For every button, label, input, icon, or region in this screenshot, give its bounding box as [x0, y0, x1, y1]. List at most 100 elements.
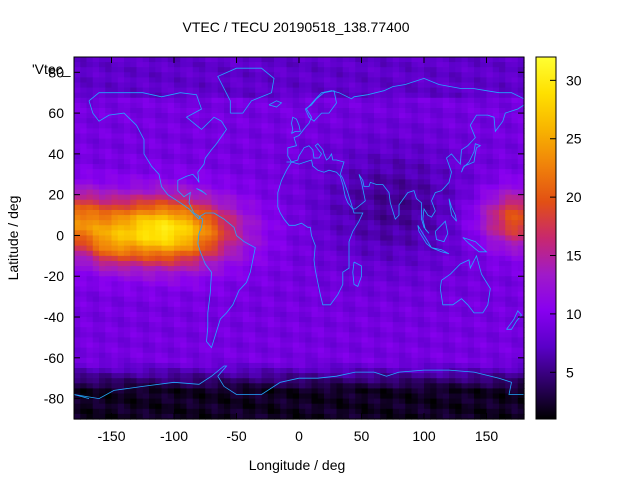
heatmap-cell	[511, 311, 519, 318]
heatmap-cell	[517, 123, 525, 129]
heatmap-cell	[155, 281, 163, 288]
heatmap-cell	[230, 296, 238, 303]
heatmap-cell	[130, 342, 138, 349]
heatmap-cell	[117, 398, 125, 405]
heatmap-cell	[342, 317, 350, 323]
heatmap-cell	[249, 286, 256, 293]
heatmap-cell	[117, 194, 125, 201]
heatmap-cell	[242, 368, 250, 374]
heatmap-cell	[186, 271, 194, 277]
heatmap-cell	[286, 291, 294, 298]
heatmap-cell	[442, 332, 450, 339]
heatmap-cell	[499, 306, 506, 313]
heatmap-cell	[336, 368, 344, 374]
heatmap-cell	[436, 266, 444, 272]
heatmap-cell	[330, 148, 338, 155]
heatmap-cell	[224, 317, 231, 323]
heatmap-cell	[374, 383, 381, 390]
heatmap-cell	[267, 337, 275, 344]
heatmap-cell	[405, 255, 413, 262]
heatmap-cell	[486, 174, 494, 180]
heatmap-cell	[99, 301, 106, 308]
heatmap-cell	[199, 362, 206, 369]
heatmap-cell	[311, 383, 319, 390]
heatmap-cell	[280, 327, 288, 333]
heatmap-cell	[461, 164, 469, 170]
heatmap-cell	[474, 301, 481, 308]
heatmap-cell	[267, 107, 275, 114]
heatmap-cell	[255, 291, 263, 298]
heatmap-cell	[517, 77, 525, 84]
heatmap-cell	[74, 306, 81, 313]
heatmap-cell	[255, 388, 263, 395]
heatmap-cell	[461, 250, 469, 257]
heatmap-cell	[180, 378, 188, 384]
heatmap-cell	[167, 403, 175, 410]
heatmap-cell	[511, 174, 519, 180]
heatmap-cell	[242, 255, 250, 262]
heatmap-cell	[311, 403, 319, 410]
heatmap-cell	[336, 230, 344, 237]
heatmap-cell	[192, 368, 200, 374]
heatmap-cell	[124, 169, 131, 175]
heatmap-cell	[324, 72, 331, 78]
heatmap-cell	[417, 271, 425, 277]
heatmap-cell	[324, 383, 331, 390]
heatmap-cell	[124, 378, 131, 384]
heatmap-cell	[405, 276, 413, 282]
heatmap-cell	[386, 97, 394, 104]
heatmap-cell	[386, 245, 394, 252]
heatmap-cell	[474, 357, 481, 364]
heatmap-cell	[324, 306, 331, 313]
heatmap-cell	[111, 82, 119, 89]
heatmap-cell	[311, 102, 319, 109]
heatmap-cell	[99, 189, 106, 196]
heatmap-cell	[349, 235, 356, 242]
heatmap-cell	[180, 97, 188, 104]
heatmap-cell	[480, 97, 488, 104]
heatmap-cell	[386, 184, 394, 191]
heatmap-cell	[149, 383, 156, 390]
heatmap-cell	[230, 250, 238, 257]
heatmap-cell	[342, 235, 350, 242]
heatmap-cell	[217, 77, 225, 84]
heatmap-cell	[111, 276, 119, 282]
heatmap-cell	[286, 215, 294, 221]
heatmap-cell	[430, 235, 438, 242]
heatmap-cell	[205, 189, 213, 196]
heatmap-cell	[211, 322, 219, 328]
heatmap-cell	[305, 327, 313, 333]
heatmap-cell	[355, 153, 363, 160]
heatmap-cell	[417, 322, 425, 328]
heatmap-cell	[430, 301, 438, 308]
heatmap-cell	[392, 107, 400, 114]
heatmap-cell	[117, 271, 125, 277]
heatmap-cell	[336, 276, 344, 282]
heatmap-cell	[74, 373, 81, 379]
heatmap-cell	[486, 332, 494, 339]
heatmap-cell	[449, 393, 456, 400]
heatmap-cell	[280, 225, 288, 231]
heatmap-cell	[336, 143, 344, 150]
heatmap-cell	[411, 245, 419, 252]
heatmap-cell	[130, 204, 138, 211]
heatmap-cell	[261, 169, 269, 175]
heatmap-cell	[217, 240, 225, 247]
heatmap-cell	[286, 235, 294, 242]
heatmap-cell	[199, 286, 206, 293]
heatmap-cell	[236, 113, 244, 119]
heatmap-cell	[286, 220, 294, 226]
heatmap-cell	[161, 352, 169, 359]
heatmap-cell	[74, 388, 81, 395]
heatmap-cell	[442, 57, 450, 63]
heatmap-cell	[336, 301, 344, 308]
heatmap-cell	[242, 296, 250, 303]
heatmap-cell	[86, 378, 94, 384]
heatmap-cell	[224, 153, 231, 160]
heatmap-cell	[399, 388, 406, 395]
heatmap-cell	[192, 57, 200, 63]
heatmap-cell	[392, 67, 400, 73]
heatmap-cell	[167, 102, 175, 109]
heatmap-cell	[205, 368, 213, 374]
heatmap-cell	[305, 82, 313, 89]
